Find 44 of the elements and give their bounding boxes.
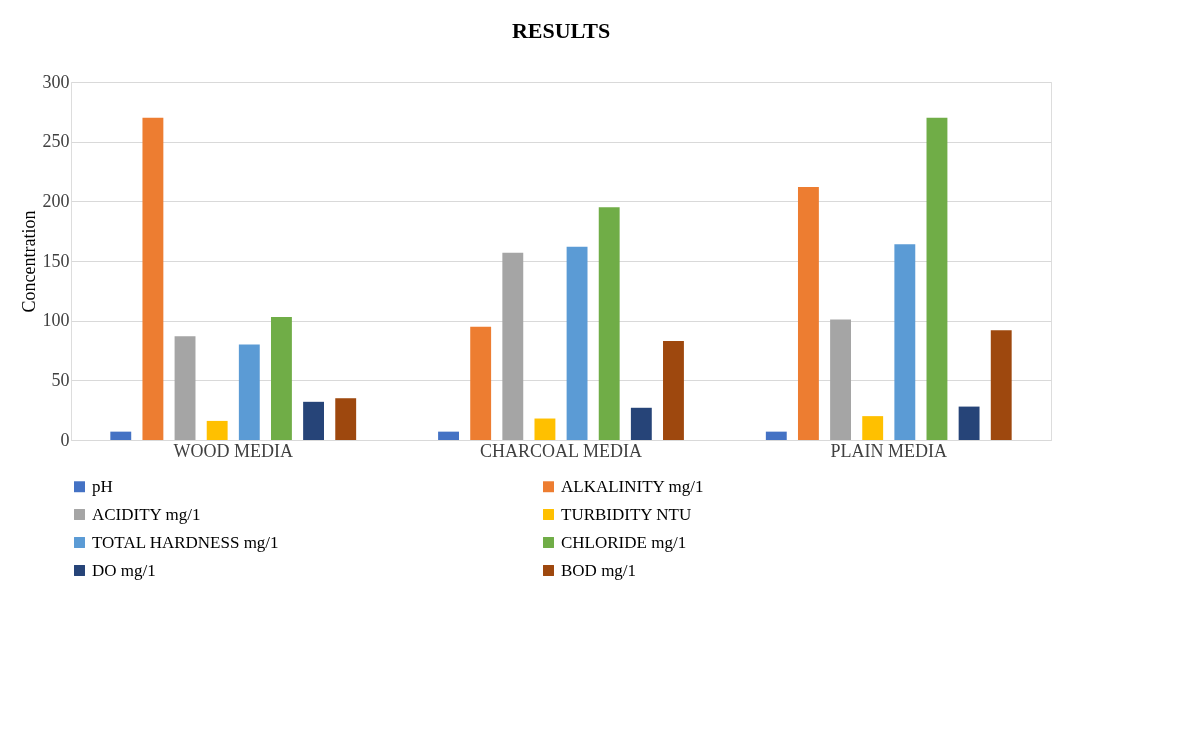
bar [990,330,1012,440]
bar [958,406,980,440]
bar [110,431,132,440]
legend-label: CHLORIDE mg/1 [561,532,687,552]
bar [142,117,164,440]
bar [894,244,916,440]
bar [630,407,652,440]
bar [830,319,851,440]
y-axis-title: Concentration [18,210,39,313]
bar [174,336,196,440]
y-tick-label: 50 [51,369,70,390]
legend-label: BOD mg/1 [561,560,637,580]
bar [926,117,948,440]
bar [303,401,325,440]
bar [238,344,260,440]
y-tick-label: 100 [42,310,70,331]
y-tick-label: 150 [42,250,70,271]
x-tick-label: PLAIN MEDIA [830,440,948,461]
bar [765,431,787,440]
legend-label: TOTAL HARDNESS mg/1 [92,532,279,552]
bar [502,252,524,440]
bar [566,246,588,440]
bar [797,187,819,440]
bar [534,418,556,440]
y-tick-label: 0 [60,429,70,450]
bar [335,398,357,440]
legend-label: ACIDITY mg/1 [92,504,201,524]
legend-label: ALKALINITY mg/1 [561,476,704,496]
x-tick-label: CHARCOAL MEDIA [480,440,642,461]
bar [271,317,292,440]
bar [206,420,228,440]
legend-label: TURBIDITY NTU [561,504,692,524]
legend-label: DO mg/1 [92,560,156,580]
y-tick-label: 200 [42,190,70,211]
legend-label: pH [92,476,113,496]
y-tick-label: 250 [42,131,70,152]
bar [663,340,684,440]
chart-title: RESULTS [511,18,611,43]
x-tick-label: WOOD MEDIA [173,440,293,461]
y-tick-label: 300 [42,71,70,92]
bar [438,431,459,440]
bar [862,416,884,440]
bar [470,326,492,440]
bar [598,207,620,440]
